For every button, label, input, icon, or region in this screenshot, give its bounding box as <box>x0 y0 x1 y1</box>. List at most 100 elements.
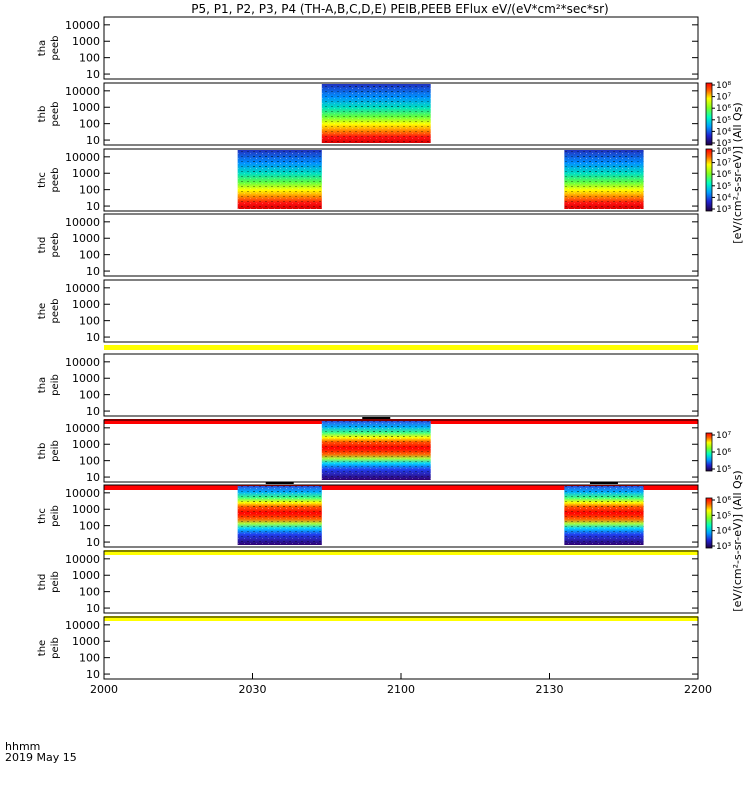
panel-probe-label: thb <box>37 443 48 460</box>
figure-title: P5, P1, P2, P3, P4 (TH-A,B,C,D,E) PEIB,P… <box>191 2 608 16</box>
x-unit-label: hhmm <box>5 740 40 753</box>
colorbar-tick-label: 10⁸ <box>716 81 731 91</box>
panel-tha-peib: 10 100 1000 10000 tha peib <box>37 353 699 424</box>
panel-instrument-label: peib <box>50 637 61 659</box>
flag-marker <box>265 482 294 484</box>
panel-probe-label: thd <box>37 574 48 591</box>
y-tick-label: 10 <box>86 200 100 213</box>
panel-probe-label: tha <box>37 377 48 393</box>
x-tick-label: 2030 <box>239 683 267 696</box>
colorbar-label-electron: [eV/(cm²-s-sr-eV)] (All Qs) <box>731 102 744 243</box>
colorbar-tick-label: 10⁶ <box>716 496 731 506</box>
quality-flag-bar <box>104 550 698 555</box>
panel-frame <box>103 550 699 614</box>
colorbar-tick-label: 10³ <box>716 139 731 149</box>
y-tick-label: 1000 <box>72 35 100 48</box>
panel-frame <box>103 82 699 146</box>
panel-frame <box>103 616 699 680</box>
y-tick-label: 10 <box>86 471 100 484</box>
y-tick-label: 10000 <box>65 85 100 98</box>
panel-instrument-label: peeb <box>50 168 61 193</box>
panel-frame <box>103 484 699 548</box>
spectrogram-noise <box>348 423 405 445</box>
date-label: 2019 May 15 <box>5 751 77 764</box>
colorbar-tick-label: 10⁷ <box>716 93 731 103</box>
y-tick-label: 10000 <box>65 356 100 369</box>
y-tick-label: 10 <box>86 134 100 147</box>
panel-frame <box>103 279 699 343</box>
panel-thc-peib: 10 100 1000 10000 thc peib <box>37 482 699 555</box>
x-tick-label: 2000 <box>90 683 118 696</box>
colorbar-tick-label: 10⁶ <box>716 170 731 180</box>
y-tick-label: 10000 <box>65 487 100 500</box>
panel-thd-peeb: 10 100 1000 10000 thd peeb <box>37 213 699 278</box>
y-tick-label: 1000 <box>72 569 100 582</box>
x-tick-label: 2130 <box>536 683 564 696</box>
y-tick-label: 1000 <box>72 298 100 311</box>
y-tick-label: 100 <box>79 652 100 665</box>
panel-instrument-label: peib <box>50 374 61 396</box>
colorbar-tick-label: 10⁵ <box>716 116 731 126</box>
y-tick-label: 10000 <box>65 422 100 435</box>
colorbar-tick-label: 10⁶ <box>716 104 731 114</box>
colorbar-3: 10⁵ 10⁶ 10⁷ <box>705 431 731 475</box>
x-tick-label: 2100 <box>387 683 415 696</box>
colorbar-scale <box>705 148 713 212</box>
y-tick-label: 10000 <box>65 216 100 229</box>
y-tick-label: 100 <box>79 520 100 533</box>
y-tick-label: 1000 <box>72 101 100 114</box>
panel-thb-peib: 10 100 1000 10000 thb peib <box>37 417 699 490</box>
panel-thc-peeb: 10 100 1000 10000 thc peeb <box>37 148 699 213</box>
colorbar-tick-label: 10⁸ <box>716 147 731 157</box>
y-tick-label: 10 <box>86 265 100 278</box>
panel-frame <box>103 353 699 417</box>
y-tick-label: 10000 <box>65 619 100 632</box>
y-tick-label: 100 <box>79 249 100 262</box>
y-tick-label: 100 <box>79 455 100 468</box>
panel-instrument-label: peeb <box>50 233 61 258</box>
colorbar-tick-label: 10⁵ <box>716 465 731 475</box>
panel-probe-label: the <box>37 640 48 656</box>
colorbar-label-ion: [eV/(cm²-s-sr-eV)] (All Qs) <box>731 470 744 611</box>
panel-probe-label: thc <box>37 172 48 188</box>
panel-frame <box>103 148 699 212</box>
panel-instrument-label: peeb <box>50 102 61 127</box>
colorbar-tick-label: 10³ <box>716 542 731 552</box>
y-tick-label: 1000 <box>72 503 100 516</box>
panel-instrument-label: peib <box>50 571 61 593</box>
colorbar-tick-label: 10⁴ <box>716 527 731 537</box>
colorbar-scale <box>705 497 713 549</box>
y-tick-label: 10 <box>86 536 100 549</box>
flag-marker <box>589 482 618 484</box>
panel-tha-peeb: 10 100 1000 10000 tha peeb <box>37 16 699 81</box>
panel-thd-peib: 10 100 1000 10000 thd peib <box>37 550 699 621</box>
panel-the-peib: 10 100 1000 10000 the peib <box>37 616 699 681</box>
colorbar-tick-label: 10⁵ <box>716 182 731 192</box>
panel-probe-label: thd <box>37 237 48 254</box>
colorbar-tick-label: 10⁶ <box>716 448 731 458</box>
spectrogram-noise <box>348 86 405 108</box>
colorbar-group: 10³10⁴10⁵10⁶10⁷10⁸10³10⁴10⁵10⁶10⁷10⁸10⁵1… <box>705 81 744 612</box>
panel-instrument-label: peib <box>50 440 61 462</box>
colorbar-tick-label: 10³ <box>716 205 731 215</box>
y-tick-label: 100 <box>79 586 100 599</box>
y-tick-label: 10000 <box>65 151 100 164</box>
y-tick-label: 10 <box>86 668 100 681</box>
y-tick-label: 100 <box>79 389 100 402</box>
panel-probe-label: thc <box>37 508 48 524</box>
quality-flag-bar <box>104 616 698 621</box>
quality-flag-bar <box>104 485 698 490</box>
y-tick-label: 10000 <box>65 19 100 32</box>
y-tick-label: 10000 <box>65 553 100 566</box>
panel-instrument-label: peib <box>50 505 61 527</box>
colorbar-tick-label: 10⁷ <box>716 431 731 441</box>
panel-instrument-label: peeb <box>50 299 61 324</box>
spectrogram-noise <box>251 152 308 174</box>
spectrogram-noise <box>575 488 632 510</box>
panel-probe-label: tha <box>37 40 48 56</box>
panel-frame <box>103 16 699 80</box>
